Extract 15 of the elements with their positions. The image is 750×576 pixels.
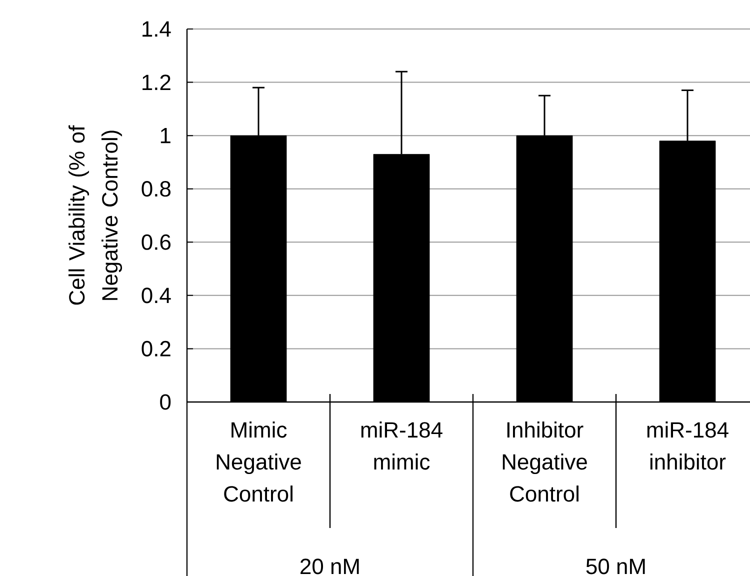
y-tick-label: 1.4 [142, 21, 171, 37]
y-axis-title: Cell Viability (% of Negative Control) [68, 125, 122, 305]
x-tick-label: Mimic Negative Control [216, 422, 301, 502]
text: 50 nM [586, 558, 645, 574]
y-tick-label: 0.2 [142, 340, 170, 357]
y-tick-label: 0 [160, 394, 171, 410]
text: 20 nM [300, 558, 359, 574]
y-tick-label: 0.8 [142, 181, 171, 197]
y-tick-label: 1.2 [142, 74, 170, 90]
x-tick-label: miR-184 inhibitor [647, 422, 728, 470]
y-tick-label: 1 [160, 128, 170, 144]
y-tick-label: 0.6 [142, 234, 171, 250]
y-tick-label: 0.4 [142, 288, 171, 304]
x-tick-label: Inhibitor Negative Control [502, 422, 587, 502]
x-tick-label: miR-184 mimic [361, 422, 442, 470]
